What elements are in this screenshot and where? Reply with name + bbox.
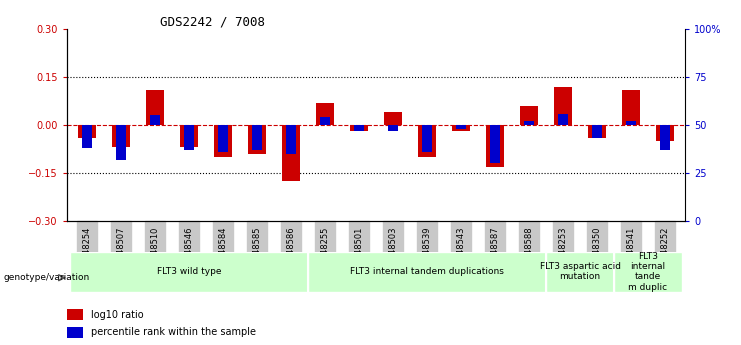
Bar xyxy=(554,87,572,125)
Bar xyxy=(247,125,267,154)
Bar xyxy=(546,252,614,292)
Bar xyxy=(150,116,160,125)
Text: FLT3 wild type: FLT3 wild type xyxy=(157,267,222,276)
Text: GDS2242 / 7008: GDS2242 / 7008 xyxy=(159,15,265,28)
Bar xyxy=(384,112,402,125)
Bar xyxy=(525,121,534,125)
Bar xyxy=(519,106,539,125)
Bar xyxy=(350,125,368,131)
Bar xyxy=(70,252,308,292)
Bar xyxy=(592,125,602,138)
Text: genotype/variation: genotype/variation xyxy=(4,273,90,282)
Bar xyxy=(219,125,227,152)
Bar xyxy=(626,121,636,125)
Bar xyxy=(452,125,471,131)
Bar xyxy=(614,252,682,292)
Bar xyxy=(388,125,398,131)
Bar xyxy=(656,125,674,141)
Bar xyxy=(180,125,199,147)
Bar xyxy=(660,125,670,150)
Text: percentile rank within the sample: percentile rank within the sample xyxy=(91,327,256,337)
Bar xyxy=(286,125,296,154)
Bar xyxy=(146,90,165,125)
Bar xyxy=(185,125,194,150)
Bar xyxy=(67,309,83,321)
Bar xyxy=(112,125,130,147)
Bar xyxy=(308,252,546,292)
Text: log10 ratio: log10 ratio xyxy=(91,310,144,320)
Bar xyxy=(252,125,262,150)
Bar xyxy=(485,125,505,167)
Bar xyxy=(354,125,364,131)
Bar xyxy=(320,117,330,125)
Bar xyxy=(282,125,300,181)
Bar xyxy=(82,125,92,148)
Bar xyxy=(622,90,640,125)
Bar xyxy=(67,327,83,338)
Bar xyxy=(491,125,499,164)
Text: FLT3 aspartic acid
mutation: FLT3 aspartic acid mutation xyxy=(539,262,620,282)
Bar xyxy=(78,125,96,138)
Bar xyxy=(588,125,606,138)
Bar xyxy=(456,125,466,129)
Bar xyxy=(213,125,233,157)
Text: FLT3
internal
tande
m duplic: FLT3 internal tande m duplic xyxy=(628,252,668,292)
Bar xyxy=(418,125,436,157)
Bar xyxy=(558,114,568,125)
Bar xyxy=(422,125,432,152)
Bar xyxy=(316,103,334,125)
Bar xyxy=(116,125,126,159)
Text: FLT3 internal tandem duplications: FLT3 internal tandem duplications xyxy=(350,267,504,276)
